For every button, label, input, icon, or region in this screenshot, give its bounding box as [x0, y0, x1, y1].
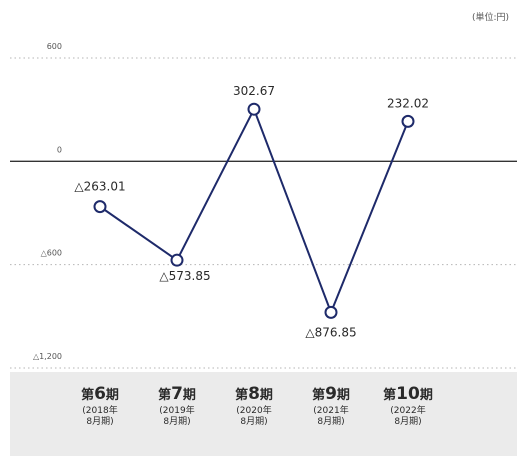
data-point	[401, 114, 415, 128]
series-line-group	[99, 108, 409, 314]
period-year: (2019年	[159, 406, 195, 416]
period-month: 8月期)	[240, 417, 268, 427]
y-tick-labels: 600 0 △600 △1,200	[33, 42, 62, 361]
period-year: (2022年	[390, 406, 426, 416]
y-tick-label: 0	[57, 145, 62, 154]
period-label: 第9期 (2021年 8月期)	[296, 386, 366, 428]
chart-grid	[10, 57, 517, 369]
data-point	[170, 253, 184, 267]
period-year: (2018年	[82, 406, 118, 416]
period-name: 第9期	[312, 384, 350, 404]
period-month: 8月期)	[394, 417, 422, 427]
period-label: 第7期 (2019年 8月期)	[142, 386, 212, 428]
data-point	[93, 200, 107, 214]
period-name: 第6期	[81, 384, 119, 404]
period-month: 8月期)	[86, 417, 114, 427]
data-labels: △263.01 △573.85 302.67 △876.85 232.02	[74, 84, 429, 339]
period-band: 第6期 (2018年 8月期) 第7期 (2019年 8月期) 第8期 (2020年 8月期) 第…	[10, 372, 517, 456]
period-name: 第7期	[158, 384, 196, 404]
period-label: 第6期 (2018年 8月期)	[65, 386, 135, 428]
y-tick-label: △1,200	[33, 352, 62, 361]
period-label: 第8期 (2020年 8月期)	[219, 386, 289, 428]
period-year: (2020年	[236, 406, 272, 416]
data-label: 302.67	[233, 84, 275, 98]
data-label: △573.85	[159, 269, 210, 283]
data-point	[247, 102, 261, 116]
data-label: △263.01	[74, 180, 125, 194]
unit-label: (単位:円)	[471, 13, 509, 23]
data-points	[93, 102, 415, 319]
period-month: 8月期)	[317, 417, 345, 427]
period-month: 8月期)	[163, 417, 191, 427]
series-line	[99, 108, 409, 314]
period-name: 第8期	[235, 384, 273, 404]
line-chart: 600 0 △600 △1,200 △263.01 △573.85 302.67 △876.…	[10, 42, 517, 369]
y-tick-label: 600	[47, 42, 62, 51]
period-label: 第10期 (2022年 8月期)	[373, 386, 443, 428]
data-point	[324, 305, 338, 319]
period-year: (2021年	[313, 406, 349, 416]
data-label: 232.02	[387, 96, 429, 110]
data-label: △876.85	[305, 325, 356, 339]
period-name: 第10期	[383, 384, 433, 404]
y-tick-label: △600	[41, 249, 62, 258]
